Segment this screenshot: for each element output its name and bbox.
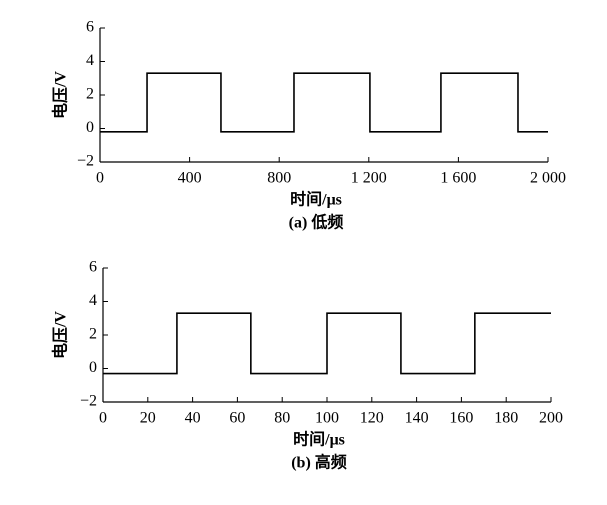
x-tick-label: 60 — [229, 410, 245, 427]
x-tick-label: 180 — [494, 410, 518, 427]
x-tick-label: 0 — [99, 410, 107, 427]
y-tick-label: 2 — [86, 86, 94, 103]
x-tick-label: 2 000 — [530, 170, 566, 187]
caption: (a) 低频 — [289, 213, 344, 232]
y-tick-label: 0 — [89, 359, 97, 376]
x-tick-label: 800 — [267, 170, 291, 187]
x-tick-label: 100 — [315, 410, 339, 427]
x-tick-label: 20 — [140, 410, 156, 427]
x-axis-title: 时间/μs — [290, 190, 342, 209]
x-tick-label: 80 — [274, 410, 290, 427]
y-axis-title: 电压/V — [51, 311, 70, 359]
x-tick-label: 40 — [185, 410, 201, 427]
x-tick-label: 0 — [96, 170, 104, 187]
y-tick-label: 6 — [86, 19, 94, 36]
x-tick-label: 400 — [178, 170, 202, 187]
y-tick-label: 0 — [86, 119, 94, 136]
y-tick-label: 2 — [89, 326, 97, 343]
y-tick-label: −2 — [80, 393, 97, 410]
signal-line — [100, 72, 548, 133]
y-tick-label: −2 — [77, 153, 94, 170]
x-tick-label: 120 — [360, 410, 384, 427]
y-tick-label: 4 — [86, 52, 94, 69]
x-tick-label: 140 — [405, 410, 429, 427]
caption: (b) 高频 — [291, 453, 347, 472]
y-axis-title: 电压/V — [51, 71, 70, 119]
x-axis-title: 时间/μs — [293, 430, 345, 449]
x-tick-label: 1 200 — [351, 170, 387, 187]
signal-line — [103, 312, 551, 375]
x-tick-label: 1 600 — [440, 170, 476, 187]
y-tick-label: 6 — [89, 259, 97, 276]
y-tick-label: 4 — [89, 292, 97, 309]
x-tick-label: 200 — [539, 410, 563, 427]
x-tick-label: 160 — [449, 410, 473, 427]
